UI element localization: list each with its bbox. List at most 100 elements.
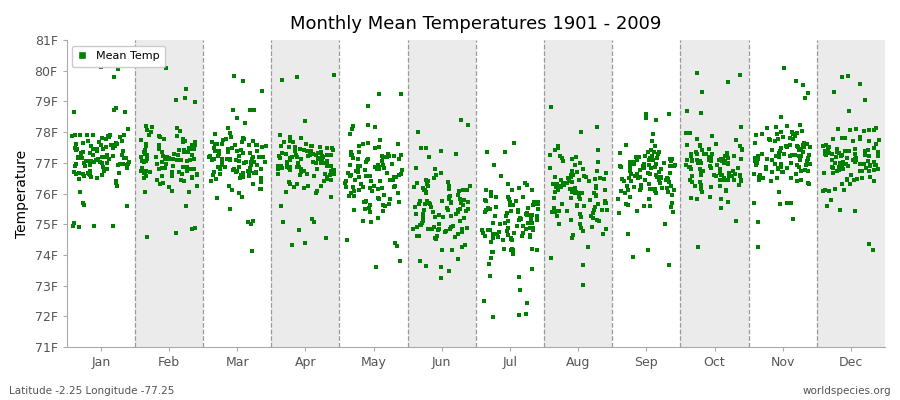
Point [786, 136, 800, 142]
Point [86, 152, 100, 158]
Point [505, 246, 519, 253]
Point [624, 164, 638, 170]
Point [291, 160, 305, 166]
Point [779, 123, 794, 130]
Point [654, 175, 669, 181]
Point [372, 164, 386, 170]
Point [371, 215, 385, 222]
Point [305, 143, 320, 149]
Point [392, 156, 407, 162]
Point [80, 131, 94, 138]
Point [463, 183, 477, 190]
Point [715, 157, 729, 164]
Point [751, 156, 765, 163]
Point [574, 190, 589, 196]
Point [555, 155, 570, 161]
Point [642, 162, 656, 168]
Point [435, 198, 449, 204]
Point [226, 167, 240, 173]
Point [682, 164, 697, 171]
Point [552, 184, 566, 190]
Point [68, 132, 83, 138]
Point [159, 155, 174, 162]
Point [394, 91, 409, 98]
Point [324, 177, 338, 184]
Point [803, 144, 817, 150]
Point [244, 221, 258, 227]
Point [407, 184, 421, 190]
Point [68, 162, 82, 169]
Point [662, 155, 677, 162]
Point [94, 142, 108, 148]
Point [371, 162, 385, 168]
Point [185, 152, 200, 158]
Point [421, 183, 436, 190]
Point [234, 146, 248, 153]
Point [292, 227, 306, 234]
Point [382, 177, 397, 183]
Point [802, 180, 816, 187]
Point [289, 152, 303, 158]
Point [461, 122, 475, 128]
Point [323, 163, 338, 169]
Point [817, 170, 832, 176]
Point [769, 124, 783, 130]
Point [650, 174, 664, 180]
Point [140, 156, 154, 162]
Point [867, 178, 881, 185]
Point [528, 201, 543, 208]
Point [66, 223, 80, 229]
Point [413, 222, 428, 228]
Point [649, 116, 663, 123]
Point [655, 185, 670, 191]
Point [166, 163, 181, 169]
Point [770, 166, 785, 172]
Point [530, 201, 544, 208]
Point [774, 161, 788, 168]
Point [212, 151, 227, 157]
Point [509, 222, 524, 229]
Point [271, 166, 285, 172]
Point [836, 187, 850, 193]
Point [176, 164, 191, 170]
Point [438, 229, 453, 235]
Point [138, 151, 152, 157]
Point [380, 170, 394, 176]
Point [237, 160, 251, 166]
Point [225, 187, 239, 193]
Point [861, 147, 876, 153]
Point [503, 202, 517, 208]
Point [410, 224, 425, 230]
Point [283, 180, 297, 187]
Point [220, 135, 234, 142]
Point [646, 157, 661, 164]
Point [457, 197, 472, 203]
Point [614, 164, 628, 170]
Point [486, 314, 500, 320]
Point [84, 174, 98, 180]
Point [479, 187, 493, 193]
Point [376, 208, 391, 214]
Point [420, 180, 435, 187]
Point [178, 85, 193, 92]
Point [584, 224, 598, 230]
Point [75, 155, 89, 161]
Point [544, 209, 559, 216]
Point [763, 137, 778, 143]
Point [117, 154, 131, 161]
Point [184, 146, 198, 152]
Point [867, 126, 881, 133]
Point [685, 179, 699, 185]
Point [623, 168, 637, 174]
Point [293, 134, 308, 141]
Point [765, 147, 779, 153]
Point [704, 155, 718, 161]
Point [214, 156, 229, 162]
Point [525, 246, 539, 252]
Point [151, 146, 166, 152]
Point [444, 223, 458, 230]
Point [520, 300, 535, 306]
Point [254, 174, 268, 181]
Point [688, 183, 702, 189]
Point [703, 194, 717, 200]
